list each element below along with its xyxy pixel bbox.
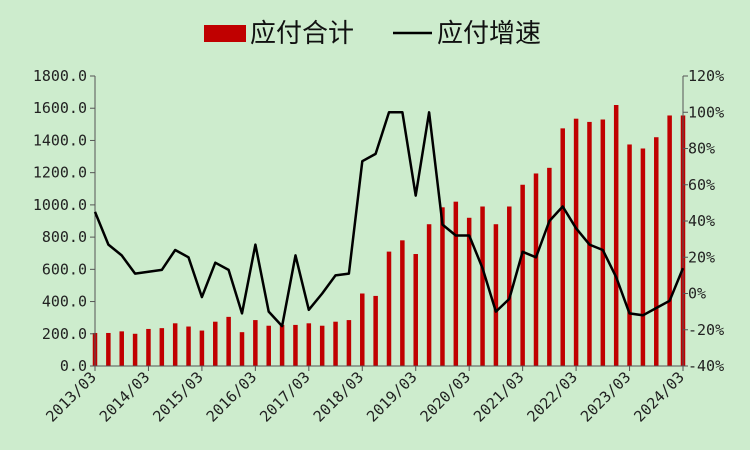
x-tick-label: 2015/03 [149, 368, 206, 425]
bar-2013Q4 [132, 333, 138, 366]
bar-2013Q3 [119, 331, 124, 366]
bar-2016Q1 [253, 320, 258, 366]
left-tick-label: 1200.0 [33, 164, 87, 182]
right-tick-label: 100% [688, 103, 724, 121]
bar-2014Q2 [159, 328, 165, 366]
legend-bar-label: 应付合计 [250, 19, 354, 49]
left-tick-label: 1800.0 [33, 67, 87, 85]
bar-2015Q4 [239, 332, 245, 366]
bar-2017Q2 [319, 325, 325, 366]
bar-2015Q2 [213, 321, 218, 366]
bar-2022Q4 [613, 105, 619, 366]
left-tick-label: 1600.0 [33, 99, 87, 117]
right-tick-label: 40% [688, 212, 715, 230]
bar-2015Q1 [199, 330, 205, 366]
left-tick-label: 800.0 [42, 228, 87, 246]
bar-2020Q4 [507, 206, 512, 366]
bar-2020Q3 [493, 224, 499, 366]
bar-2016Q3 [279, 324, 285, 366]
x-tick-label: 2014/03 [96, 368, 153, 425]
x-tick-label: 2023/03 [577, 368, 634, 425]
bar-2018Q2 [373, 295, 378, 366]
bar-2021Q2 [533, 173, 539, 366]
bar-2013Q2 [106, 332, 111, 366]
left-tick-label: 0.0 [60, 357, 87, 375]
right-tick-label: -40% [688, 357, 724, 375]
right-tick-label: 80% [688, 140, 715, 158]
bar-2021Q4 [560, 128, 565, 366]
right-tick-label: -20% [688, 321, 724, 339]
bar-2023Q3 [654, 137, 659, 366]
left-tick-label: 400.0 [42, 293, 87, 311]
bar-2019Q2 [426, 224, 432, 366]
x-tick-label: 2021/03 [470, 368, 527, 425]
legend-line-label: 应付增速 [437, 19, 541, 49]
right-tick-label: 20% [688, 248, 715, 266]
legend: 应付合计 应付增速 [204, 19, 541, 49]
right-tick-label: 60% [688, 176, 715, 194]
bar-2022Q3 [600, 119, 606, 366]
x-tick-label: 2022/03 [523, 368, 580, 425]
bar-2018Q3 [386, 251, 392, 366]
x-tick-label: 2017/03 [256, 368, 313, 425]
x-tick-label: 2013/03 [42, 368, 99, 425]
left-tick-label: 600.0 [42, 260, 87, 278]
bar-2023Q4 [667, 115, 672, 366]
bar-2021Q3 [547, 167, 552, 366]
bar-2023Q2 [640, 148, 646, 366]
x-tick-label: 2016/03 [203, 368, 260, 425]
bar-2014Q1 [146, 328, 151, 366]
bar-2017Q3 [333, 321, 338, 366]
bar-2017Q4 [346, 320, 352, 366]
bar-2014Q3 [172, 323, 178, 366]
x-tick-label: 2024/03 [630, 368, 687, 425]
bar-2015Q3 [226, 316, 231, 366]
x-tick-label: 2018/03 [310, 368, 367, 425]
bar-series [92, 105, 686, 367]
bar-2019Q4 [453, 201, 459, 366]
line-series [93, 111, 685, 328]
bar-2022Q1 [573, 118, 579, 366]
tick-labels: 0.0 200.0 400.0 600.0 800.0 1000.0 1200.0 1400.… [33, 67, 724, 426]
right-tick-label: 120% [688, 67, 724, 85]
bar-2019Q3 [440, 207, 445, 366]
right-tick-label: 0% [688, 285, 706, 303]
bar-2021Q1 [520, 184, 525, 366]
bar-2016Q4 [293, 324, 298, 366]
left-tick-label: 200.0 [42, 325, 87, 343]
bar-2019Q1 [413, 254, 418, 366]
bar-2017Q1 [306, 323, 312, 366]
bar-2018Q1 [360, 293, 365, 366]
bar-2023Q1 [627, 144, 632, 366]
bar-2020Q1 [466, 217, 472, 366]
x-tick-label: 2020/03 [417, 368, 474, 425]
bar-2016Q2 [266, 325, 271, 366]
bar-2018Q4 [400, 240, 405, 366]
legend-bar-swatch [204, 25, 246, 42]
left-tick-label: 1400.0 [33, 131, 87, 149]
growth-line [93, 111, 685, 328]
left-tick-label: 1000.0 [33, 196, 87, 214]
bar-2014Q4 [186, 326, 191, 366]
x-tick-label: 2019/03 [363, 368, 420, 425]
bar-2020Q2 [480, 206, 485, 366]
